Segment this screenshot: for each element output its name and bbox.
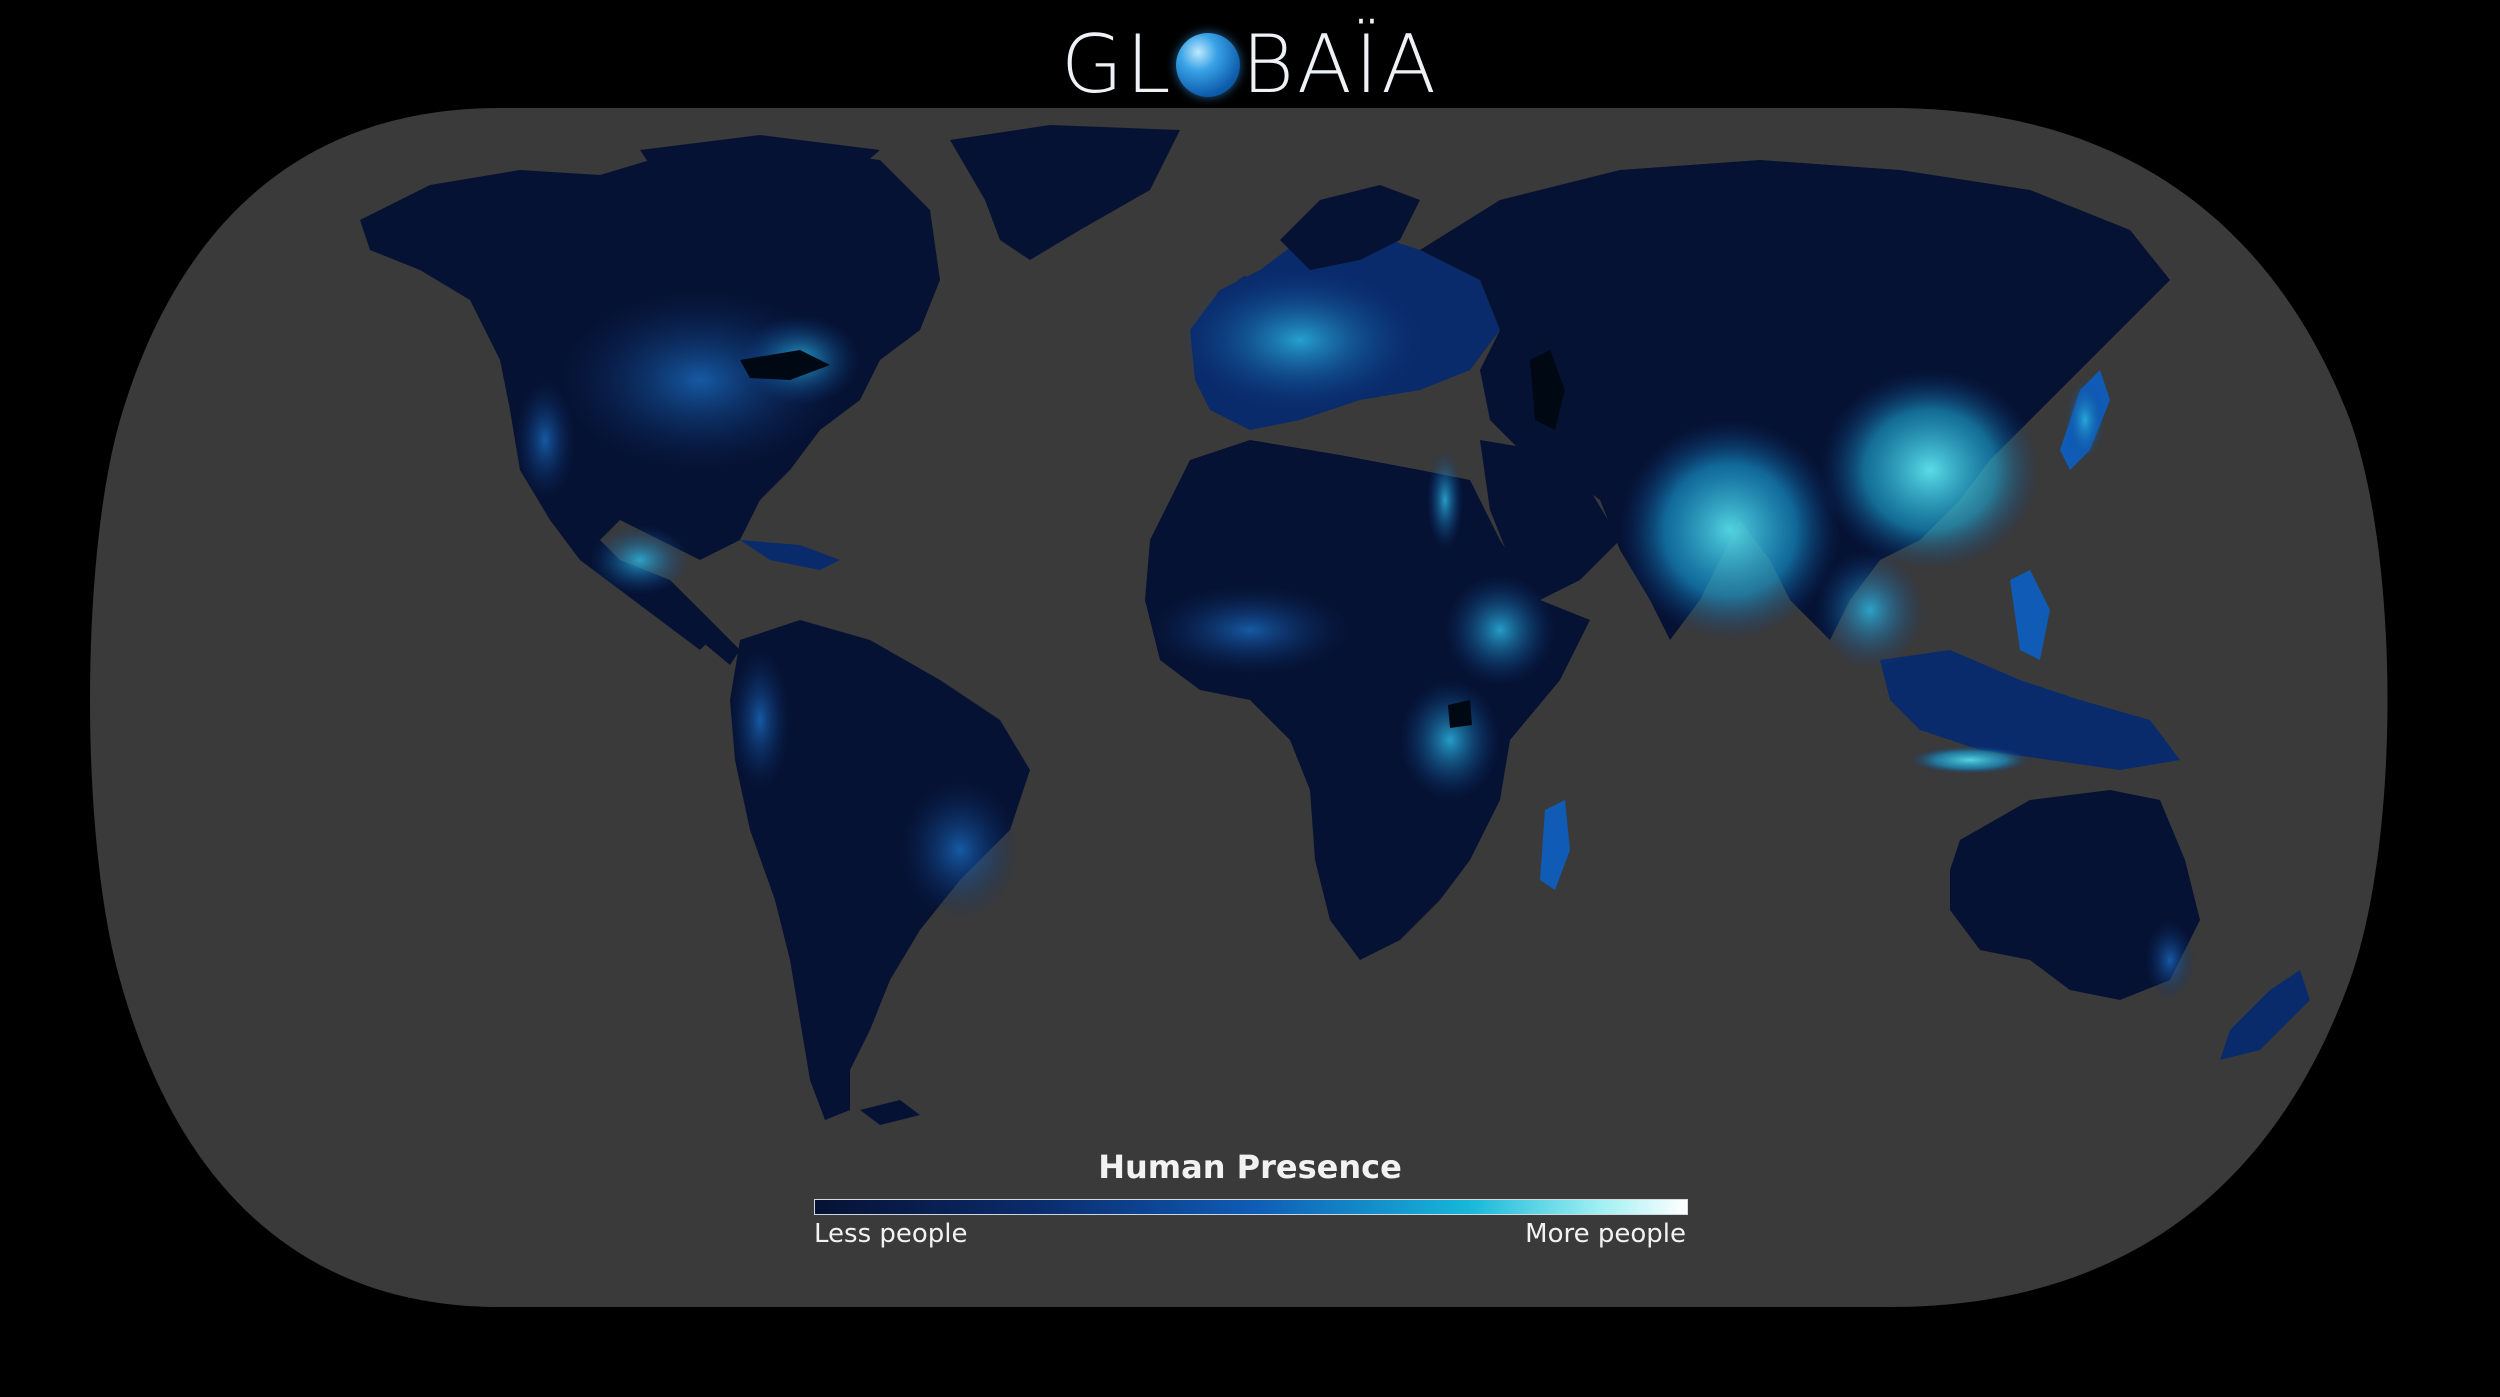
- arabian-peninsula: [1480, 440, 1620, 600]
- scandinavia: [1280, 185, 1420, 270]
- density-india: [1620, 420, 1840, 640]
- new-zealand: [2220, 970, 2310, 1060]
- density-japan: [2065, 380, 2105, 460]
- arctic-islands: [640, 135, 880, 190]
- southeast-asia-islands: [1880, 650, 2180, 770]
- greenland: [950, 125, 1180, 260]
- density-west-africa: [1150, 585, 1350, 675]
- australia: [1950, 790, 2200, 1000]
- philippines: [2010, 570, 2050, 660]
- africa: [1145, 440, 1590, 960]
- patagonia-islands: [860, 1100, 920, 1125]
- brand-suffix: BAÏA: [1241, 18, 1439, 111]
- brand-prefix: GL: [1061, 18, 1174, 111]
- density-se-asia: [1815, 550, 1925, 670]
- density-mexico: [590, 525, 690, 595]
- madagascar: [1540, 800, 1570, 890]
- density-china: [1820, 370, 2040, 570]
- globe-icon: [1175, 32, 1240, 97]
- density-nile: [1427, 450, 1463, 550]
- density-java: [1910, 746, 2030, 774]
- density-ethiopia: [1445, 575, 1555, 685]
- legend-min-label: Less people: [814, 1219, 968, 1249]
- legend-color-bar: [814, 1199, 1688, 1215]
- density-australia-east: [2145, 920, 2195, 1000]
- density-great-lakes-africa: [1400, 680, 1500, 800]
- density-europe: [1180, 270, 1420, 410]
- asia: [1420, 160, 2170, 640]
- caspian-sea: [1530, 350, 1565, 430]
- great-lakes: [740, 350, 830, 380]
- density-us-west-coast: [515, 380, 575, 500]
- brand-logo: GL BAÏA: [0, 18, 2500, 111]
- south-america: [730, 620, 1030, 1120]
- lake-victoria: [1448, 700, 1472, 728]
- caribbean: [740, 540, 840, 570]
- legend-max-label: More people: [1525, 1219, 1686, 1249]
- density-andes: [730, 650, 790, 790]
- density-brazil-coast: [900, 780, 1020, 920]
- legend-title: Human Presence: [1098, 1148, 1402, 1186]
